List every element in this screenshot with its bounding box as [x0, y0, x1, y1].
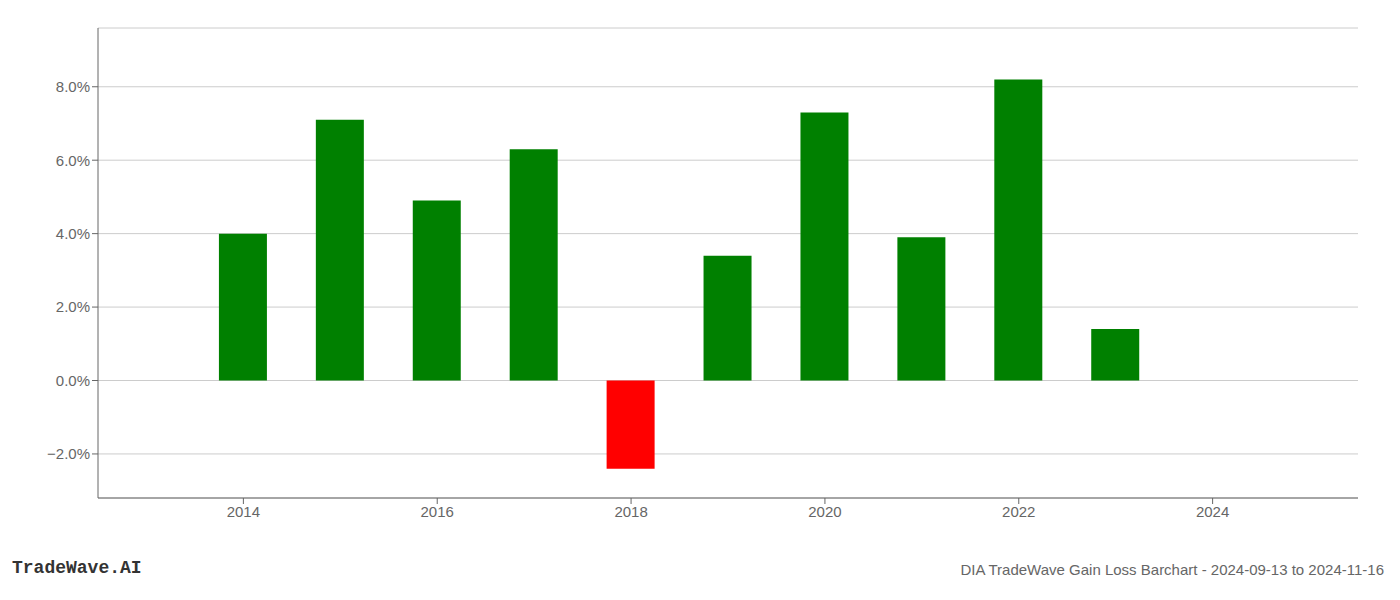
- svg-text:0.0%: 0.0%: [56, 372, 90, 389]
- svg-text:2024: 2024: [1196, 503, 1229, 520]
- svg-text:8.0%: 8.0%: [56, 78, 90, 95]
- svg-text:2018: 2018: [614, 503, 647, 520]
- svg-text:2022: 2022: [1002, 503, 1035, 520]
- html-text:TradeWave.AI: TradeWave.AI: [12, 558, 142, 578]
- svg-text:6.0%: 6.0%: [56, 152, 90, 169]
- svg-text:2020: 2020: [808, 503, 841, 520]
- svg-text:2014: 2014: [227, 503, 260, 520]
- svg-text:−2.0%: −2.0%: [47, 445, 90, 462]
- svg-text:2.0%: 2.0%: [56, 298, 90, 315]
- svg-text:2016: 2016: [421, 503, 454, 520]
- html-text:DIA TradeWave Gain Loss Barcha: DIA TradeWave Gain Loss Barchart - 2024-…: [960, 561, 1384, 578]
- svg-text:4.0%: 4.0%: [56, 225, 90, 242]
